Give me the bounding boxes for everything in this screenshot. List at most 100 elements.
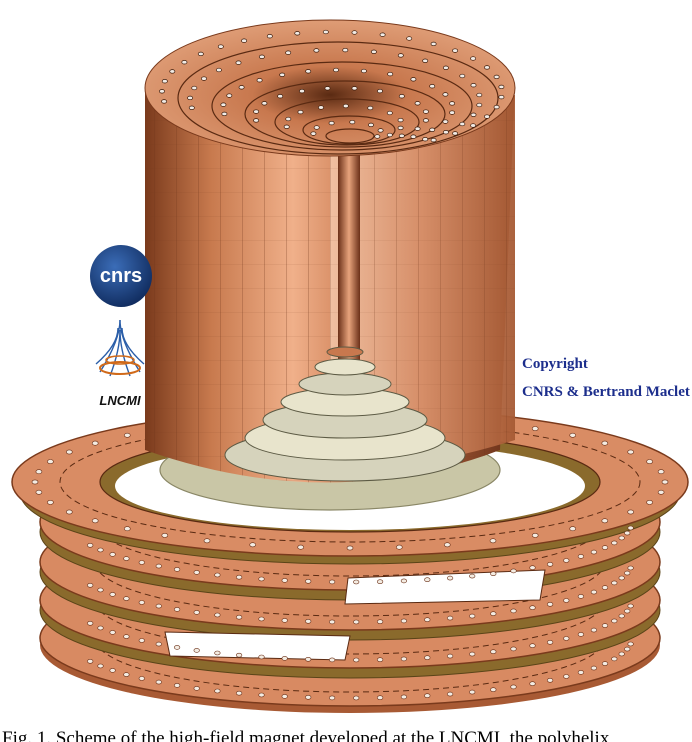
cooling-hole (313, 125, 320, 130)
cooling-hole (386, 132, 393, 138)
cooling-hole (531, 426, 539, 431)
cooling-hole (484, 65, 490, 70)
cooling-hole (66, 449, 73, 455)
cooling-hole (484, 114, 490, 119)
cooling-hole (469, 613, 476, 619)
cooling-hole (624, 608, 631, 614)
cooling-hole (447, 615, 454, 621)
cooling-hole (123, 556, 130, 561)
cooling-hole (97, 587, 104, 593)
central-bore (338, 140, 360, 360)
cooling-hole (87, 620, 94, 626)
cooling-hole (470, 112, 477, 117)
cooling-hole (618, 651, 625, 657)
cooling-hole (452, 48, 459, 53)
cooling-hole (174, 567, 181, 572)
cooling-hole (490, 687, 497, 693)
cooling-hole (266, 34, 273, 39)
cooling-hole (624, 570, 631, 576)
cooling-hole (493, 74, 500, 80)
cooling-hole (452, 131, 459, 136)
cooling-hole (258, 654, 265, 660)
cooling-hole (601, 623, 609, 628)
cooling-hole (155, 603, 162, 609)
cooling-hole (447, 575, 454, 581)
cooling-hole (294, 31, 301, 36)
cooling-hole (377, 657, 384, 663)
cooling-hole (510, 568, 517, 574)
cooling-hole (611, 580, 618, 586)
cooling-hole (442, 65, 449, 70)
cooling-hole (236, 690, 243, 696)
cooling-hole (220, 102, 227, 107)
cooling-hole (386, 110, 393, 116)
cooling-hole (285, 116, 292, 122)
cooling-hole (87, 542, 94, 548)
cooling-hole (406, 36, 413, 41)
cooling-hole (159, 89, 165, 94)
cooling-hole (400, 694, 408, 700)
cooling-hole (329, 695, 336, 701)
cooling-hole (236, 614, 243, 620)
cooling-hole (618, 613, 625, 619)
cooling-hole (498, 84, 505, 90)
cooling-hole (646, 499, 653, 505)
cooling-hole (469, 573, 476, 579)
cooling-hole (590, 549, 598, 555)
cooling-hole (529, 681, 536, 687)
cooling-hole (569, 432, 577, 438)
cooling-hole (353, 619, 360, 625)
cooling-hole (569, 526, 577, 532)
cooling-hole (353, 579, 360, 585)
cooling-hole (424, 655, 431, 661)
cooling-hole (563, 636, 570, 641)
magnet-schematic-figure: cnrs LNCMI (11, 19, 689, 713)
cooling-hole (253, 109, 260, 114)
cooling-hole (470, 83, 477, 88)
cooling-hole (563, 558, 570, 563)
cooling-hole (624, 646, 631, 652)
cooling-hole (379, 32, 386, 37)
cooling-hole (442, 119, 449, 124)
cooling-hole (169, 69, 176, 74)
cooling-hole (590, 627, 598, 633)
cooling-hole (400, 578, 408, 584)
cooling-hole (410, 134, 417, 139)
cooling-hole (490, 611, 497, 617)
cooling-hole (261, 101, 268, 106)
cooling-hole (174, 683, 181, 688)
cooling-hole (97, 625, 104, 631)
cooling-hole (329, 579, 336, 585)
cooling-hole (374, 134, 381, 139)
cooling-hole (349, 119, 356, 125)
cooling-hole (281, 578, 288, 583)
cooling-hole (161, 79, 168, 84)
cooling-hole (249, 542, 256, 548)
cooling-hole (193, 686, 200, 691)
cooling-hole (397, 125, 404, 131)
cooling-hole (529, 643, 536, 649)
cooling-hole (493, 104, 500, 110)
cooling-hole (109, 668, 116, 673)
cooling-hole (476, 92, 483, 98)
cooling-hole (217, 44, 224, 49)
cooling-hole (279, 72, 286, 77)
cooling-hole (324, 86, 331, 91)
cooling-hole (490, 649, 497, 655)
cooling-hole (397, 117, 404, 123)
cooling-hole (305, 578, 312, 584)
cooling-hole (285, 50, 292, 55)
cooling-hole (590, 665, 598, 671)
cooling-hole (657, 489, 665, 495)
cooling-hole (305, 69, 312, 74)
cooling-hole (449, 110, 456, 115)
cooling-hole (124, 526, 131, 532)
cooling-hole (351, 30, 358, 35)
cooling-hole (429, 127, 436, 132)
cooling-hole (430, 137, 437, 143)
cooling-hole (627, 565, 634, 571)
cooling-hole (97, 547, 104, 553)
cooling-hole (310, 131, 317, 136)
cooling-hole (297, 544, 305, 550)
cooling-hole (443, 542, 451, 548)
